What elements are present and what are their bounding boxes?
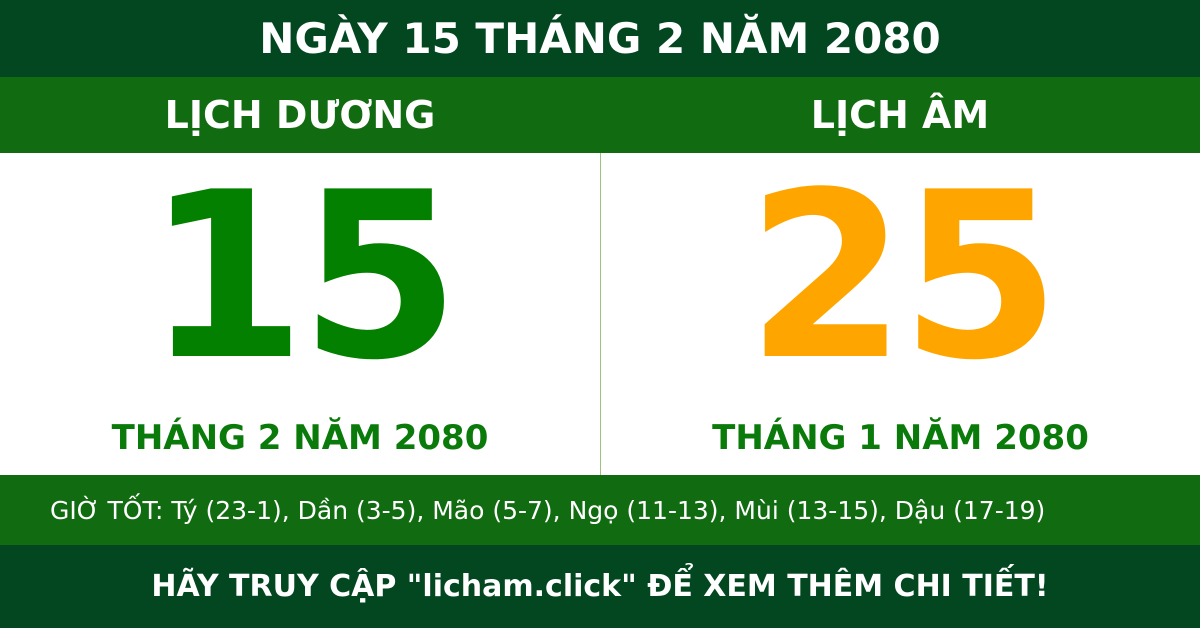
lunar-month-year: THÁNG 1 NĂM 2080 — [712, 418, 1089, 458]
footer-cta: HÃY TRUY CẬP "licham.click" ĐỂ XEM THÊM … — [0, 545, 1200, 628]
solar-day: 15 — [145, 144, 460, 411]
solar-panel: 15 THÁNG 2 NĂM 2080 — [0, 153, 600, 475]
solar-label: LỊCH DƯƠNG — [164, 93, 436, 137]
calendar-headers: LỊCH DƯƠNG LỊCH ÂM — [0, 77, 1200, 153]
good-hours: GIỜ TỐT: Tý (23-1), Dần (3-5), Mão (5-7)… — [0, 475, 1200, 545]
solar-month-year: THÁNG 2 NĂM 2080 — [111, 418, 489, 458]
lunar-label: LỊCH ÂM — [810, 93, 990, 137]
page-title: NGÀY 15 THÁNG 2 NĂM 2080 — [0, 0, 1200, 77]
lunar-panel: 25 THÁNG 1 NĂM 2080 — [600, 153, 1200, 475]
lunar-day: 25 — [746, 144, 1060, 411]
